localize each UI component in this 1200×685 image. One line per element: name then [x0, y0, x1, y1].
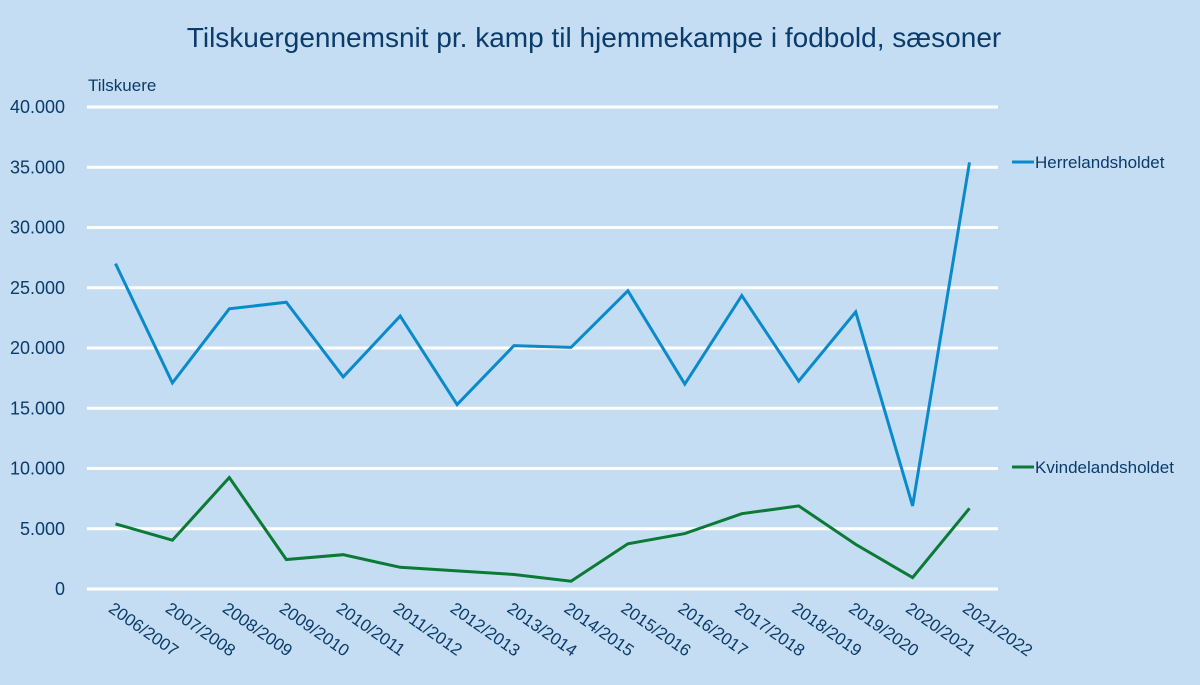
- y-tick-label: 20.000: [10, 338, 65, 358]
- y-tick-label: 30.000: [10, 218, 65, 238]
- y-tick-label: 35.000: [10, 157, 65, 177]
- chart-title: Tilskuergennemsnit pr. kamp til hjemmeka…: [187, 22, 1001, 53]
- series-lines: [114, 162, 971, 583]
- y-tick-label: 0: [55, 579, 65, 599]
- y-tick-label: 5.000: [20, 519, 65, 539]
- series-line-kvindelandsholdet: [115, 475, 971, 583]
- y-tick-label: 40.000: [10, 97, 65, 117]
- legend-label: Kvindelandsholdet: [1035, 458, 1174, 477]
- y-tick-label: 25.000: [10, 278, 65, 298]
- y-axis-label: Tilskuere: [88, 76, 156, 95]
- x-axis-ticks: 2006/20072007/20082008/20092009/20102010…: [105, 599, 1036, 661]
- y-tick-label: 10.000: [10, 459, 65, 479]
- y-axis-ticks: 0 5.000 10.000 15.000 20.000 25.000 30.000 35.0…: [10, 97, 65, 599]
- legend: Herrelandsholdet Kvindelandsholdet: [1012, 153, 1174, 477]
- legend-label: Herrelandsholdet: [1035, 153, 1165, 172]
- y-tick-label: 15.000: [10, 398, 65, 418]
- series-line-herrelandsholdet: [114, 162, 971, 507]
